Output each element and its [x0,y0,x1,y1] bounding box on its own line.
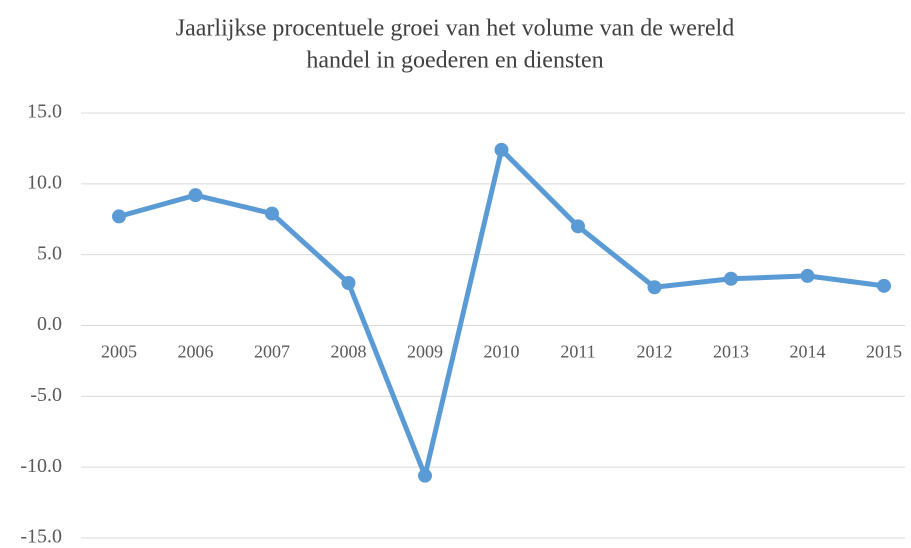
marker [800,268,815,283]
x-tick-label: 2005 [101,342,137,362]
marker [647,280,662,295]
chart-title: Jaarlijkse procentuele groei van het vol… [176,16,734,42]
marker [418,468,432,483]
marker [188,188,203,203]
y-tick-label: 10.0 [27,171,62,193]
marker [341,276,356,290]
x-tick-label: 2007 [254,342,290,362]
line [118,147,885,479]
y-tick-label: -15.0 [20,526,62,548]
y-tick-label: -5.0 [30,384,62,406]
x-tick-label: 2012 [637,342,673,362]
x-tick-label: 2013 [713,342,749,362]
y-tick-label: 0.0 [37,313,62,335]
marker [112,209,126,224]
x-tick-label: 2011 [560,342,595,362]
marker [571,219,585,234]
chart-title: handel in goederen en diensten [306,48,603,74]
marker [265,206,279,221]
x-tick-label: 2008 [331,342,367,362]
x-tick-label: 2015 [866,342,902,362]
y-tick-label: -10.0 [20,455,62,477]
x-tick-label: 2009 [407,342,443,362]
x-tick-label: 2010 [484,342,520,362]
y-tick-label: 15.0 [27,101,62,123]
x-tick-label: 2006 [178,342,214,362]
marker [877,278,891,293]
marker [724,271,738,286]
x-tick-label: 2014 [790,342,826,362]
y-tick-label: 5.0 [37,242,62,264]
marker [494,142,509,157]
